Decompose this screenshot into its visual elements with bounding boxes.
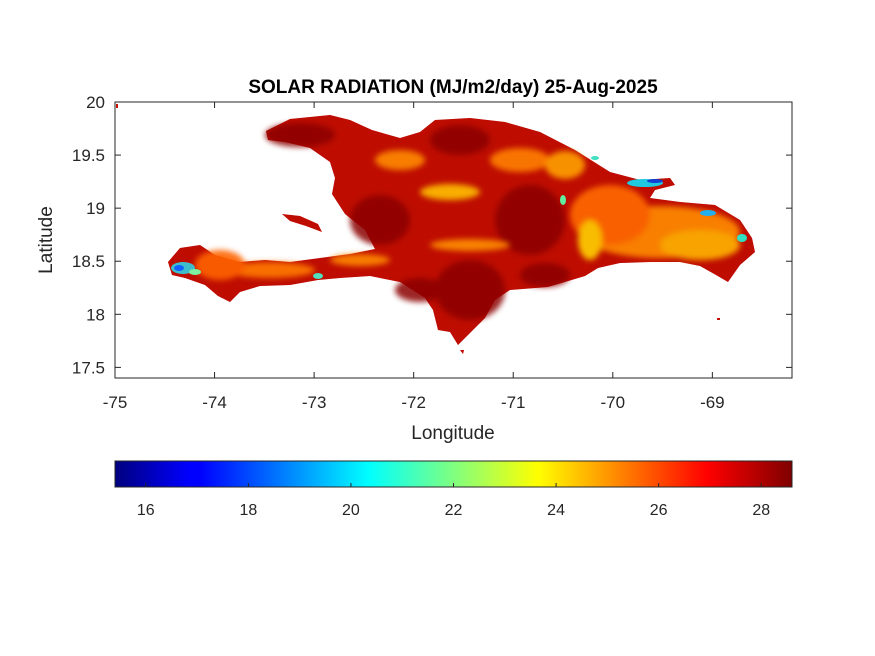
colorbar: 16 18 20 22 24 26 28 xyxy=(114,460,793,519)
x-axis-label: Longitude xyxy=(411,423,494,444)
x-tick-label: -72 xyxy=(401,393,426,412)
hispaniola-island xyxy=(168,115,755,354)
x-tick-label: -75 xyxy=(103,393,128,412)
x-tick-label: -71 xyxy=(501,393,526,412)
colorbar-tick-label: 24 xyxy=(547,502,565,519)
y-tick-label: 20 xyxy=(86,93,105,112)
y-tick-label: 19.5 xyxy=(72,146,105,165)
colorbar-tick-label: 26 xyxy=(650,502,668,519)
colorbar-ticks: 16 18 20 22 24 26 28 xyxy=(137,483,770,519)
chart-title: SOLAR RADIATION (MJ/m2/day) 25-Aug-2025 xyxy=(248,77,658,98)
x-tick-label: -74 xyxy=(202,393,227,412)
x-tick-label: -73 xyxy=(302,393,327,412)
y-tick-label: 18.5 xyxy=(72,252,105,271)
map-layer xyxy=(116,104,755,354)
stray-pixel xyxy=(717,318,720,320)
colorbar-tick-label: 16 xyxy=(137,502,155,519)
colorbar-tick-label: 28 xyxy=(752,502,770,519)
y-tick-label: 19 xyxy=(86,199,105,218)
orange-yellow-zones xyxy=(195,148,740,280)
colorbar-tick-label: 18 xyxy=(239,502,257,519)
y-axis-label: Latitude xyxy=(36,206,57,274)
stray-pixel xyxy=(116,104,118,108)
x-tick-label: -70 xyxy=(601,393,626,412)
colorbar-tick-label: 22 xyxy=(445,502,463,519)
y-tick-label: 18 xyxy=(86,305,105,324)
low-radiation-zones xyxy=(171,156,747,279)
y-tick-label: 17.5 xyxy=(72,358,105,377)
colorbar-tick-label: 20 xyxy=(342,502,360,519)
x-axis-ticks: -75 -74 -73 -72 -71 -70 -69 xyxy=(103,102,725,412)
axes-box xyxy=(114,101,793,379)
y-axis-ticks: 17.5 18 18.5 19 19.5 20 xyxy=(72,93,792,377)
dark-red-zones xyxy=(265,123,570,320)
x-tick-label: -69 xyxy=(700,393,725,412)
